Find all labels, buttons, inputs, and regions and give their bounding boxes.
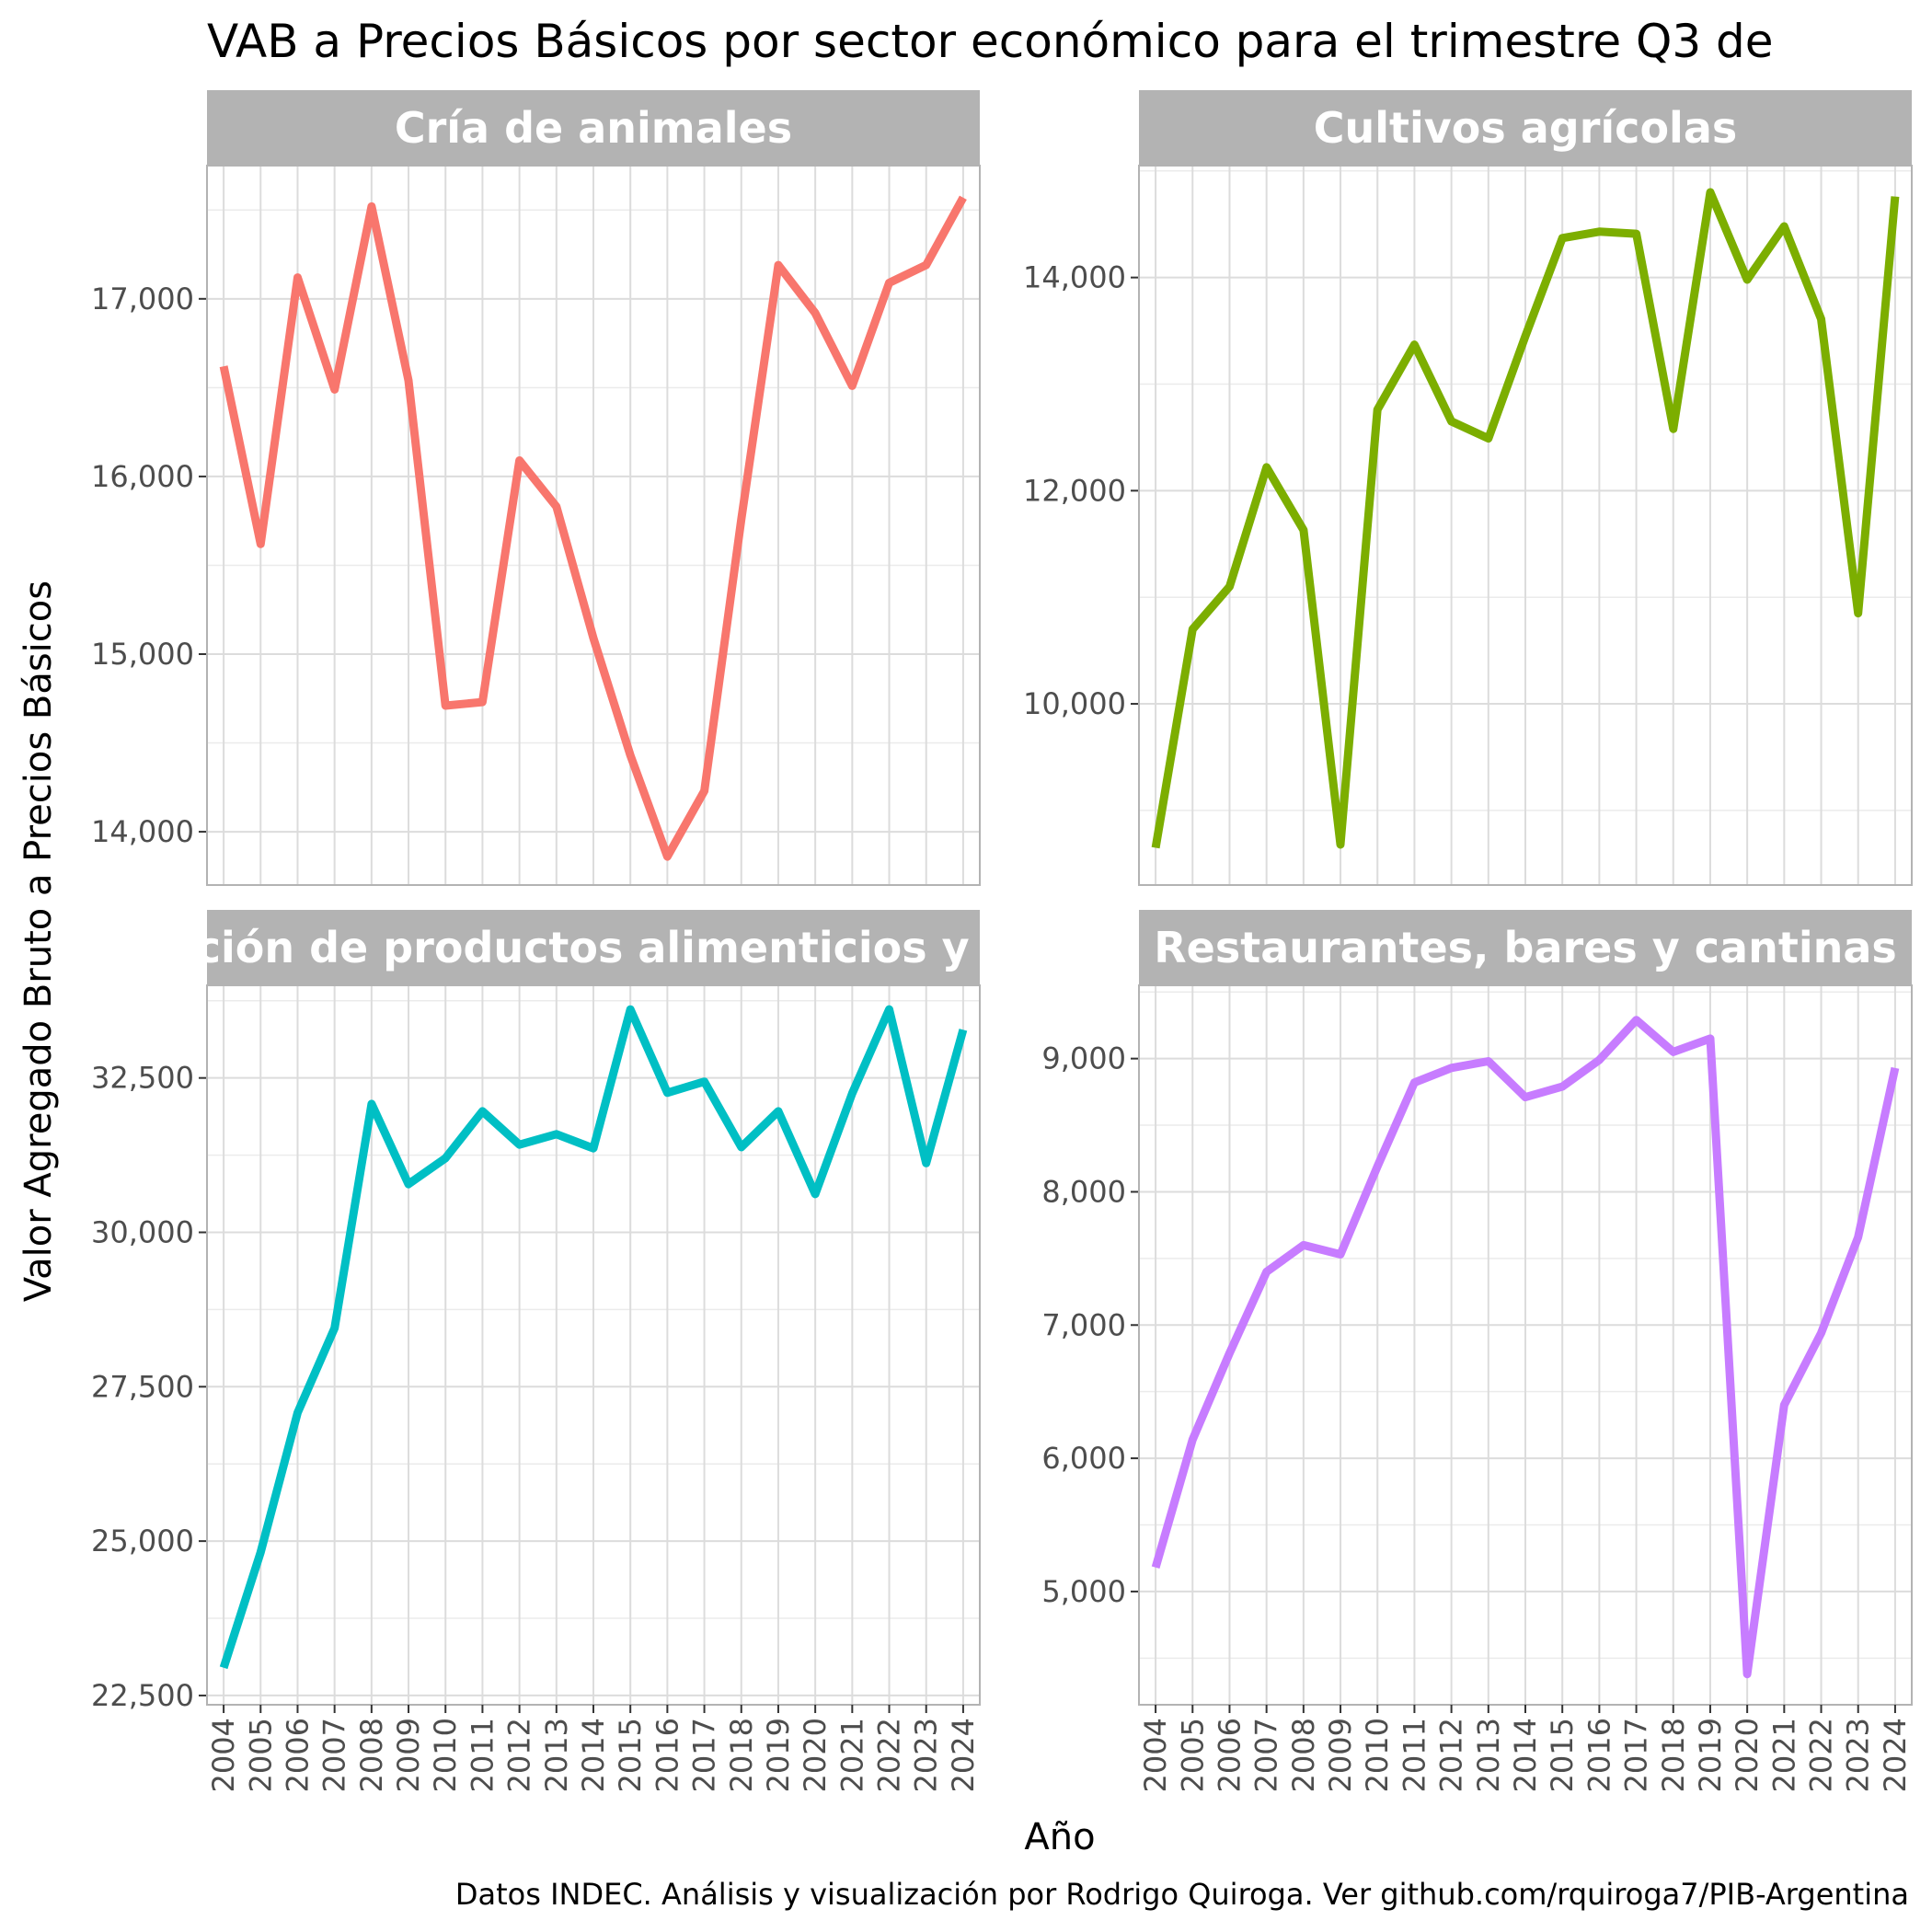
panel-border <box>1138 165 1913 886</box>
y-tick-label: 14,000 <box>91 814 194 849</box>
y-tick-label: 12,000 <box>1023 473 1126 508</box>
facet-strip <box>207 90 980 166</box>
series-line <box>219 1005 968 1670</box>
facet-strip-label: Restaurantes, bares y cantinas <box>1154 923 1897 972</box>
y-tick-label: 10,000 <box>1023 686 1126 721</box>
facet-strip <box>1139 90 1912 166</box>
x-tick-label: 2013 <box>539 1718 574 1792</box>
x-tick-label: 2006 <box>1212 1718 1247 1792</box>
x-tick-label: 2018 <box>724 1718 759 1792</box>
series-line <box>219 195 967 861</box>
x-tick-label: 2011 <box>1397 1718 1432 1792</box>
x-tick-label: 2008 <box>354 1718 389 1792</box>
y-tick-label: 14,000 <box>1023 260 1126 295</box>
facet-panel-2: Cultivos agrícolas 10,000 12,000 14,000 <box>1023 90 1913 886</box>
y-tick-label: 27,500 <box>91 1369 194 1404</box>
x-tick-label: 2005 <box>243 1718 278 1792</box>
y-tick-label: 32,500 <box>91 1061 194 1096</box>
x-tick-label: 2018 <box>1656 1718 1691 1792</box>
series-line <box>1151 1016 1900 1679</box>
x-tick-label: 2020 <box>1730 1718 1765 1792</box>
x-tick-label: 2013 <box>1471 1718 1506 1792</box>
x-tick-label: 2012 <box>502 1718 537 1792</box>
x-tick-label: 2022 <box>1804 1718 1839 1792</box>
x-axis-title: Año <box>1024 1816 1095 1858</box>
y-tick-label: 25,000 <box>91 1524 194 1558</box>
x-tick-label: 2009 <box>1323 1718 1358 1792</box>
y-tick-label: 9,000 <box>1041 1041 1126 1076</box>
x-tick-label: 2007 <box>317 1718 352 1792</box>
x-tick-label: 2015 <box>1545 1718 1580 1792</box>
x-tick-label: 2019 <box>1693 1718 1728 1792</box>
facet-strip-label: Cultivos agrícolas <box>1314 103 1738 153</box>
y-tick-label: 30,000 <box>91 1214 194 1249</box>
y-tick-label: 8,000 <box>1041 1174 1126 1209</box>
y-tick-label: 16,000 <box>91 459 194 494</box>
x-tick-label: 2016 <box>650 1718 684 1792</box>
x-tick-label: 2023 <box>1841 1718 1876 1792</box>
facet-panels: Cría de animales 14,000 15,000 16,000 17,000… <box>15 90 1913 1792</box>
x-tick-label: 2007 <box>1249 1718 1284 1792</box>
facet-panel-4: Restaurantes, bares y cantinas 5,000 6,000… <box>1041 910 1913 1792</box>
x-tick-label: 2009 <box>391 1718 426 1792</box>
x-tick-label: 2014 <box>576 1718 611 1792</box>
x-tick-label: 2022 <box>872 1718 907 1792</box>
y-tick-label: 7,000 <box>1041 1307 1126 1342</box>
x-tick-label: 2015 <box>613 1718 648 1792</box>
facet-panel-3: Elaboración de productos alimenticios y … <box>15 910 1172 1792</box>
x-tick-label: 2017 <box>687 1718 722 1792</box>
x-tick-label: 2017 <box>1619 1718 1654 1792</box>
y-tick-label: 6,000 <box>1041 1441 1126 1476</box>
x-tick-label: 2019 <box>761 1718 796 1792</box>
x-tick-label: 2024 <box>1878 1718 1913 1792</box>
facet-strip <box>207 910 980 985</box>
x-tick-label: 2005 <box>1175 1718 1210 1792</box>
x-tick-label: 2023 <box>909 1718 944 1792</box>
x-tick-label: 2006 <box>280 1718 315 1792</box>
facet-strip-label: Elaboración de productos alimenticios y … <box>15 923 1172 972</box>
x-tick-label: 2014 <box>1508 1718 1543 1792</box>
x-tick-label: 2024 <box>946 1718 981 1792</box>
chart-caption: Datos INDEC. Análisis y visualización po… <box>455 1877 1909 1912</box>
x-tick-label: 2004 <box>1138 1718 1173 1792</box>
x-tick-label: 2010 <box>1360 1718 1395 1792</box>
chart-title: VAB a Precios Básicos por sector económi… <box>207 15 1774 68</box>
facet-strip <box>1139 910 1912 985</box>
x-tick-label: 2004 <box>206 1718 241 1792</box>
x-tick-label: 2021 <box>834 1718 869 1792</box>
x-tick-label: 2012 <box>1434 1718 1469 1792</box>
x-tick-label: 2021 <box>1766 1718 1801 1792</box>
y-tick-label: 15,000 <box>91 637 194 672</box>
panel-border <box>206 165 981 886</box>
x-tick-label: 2016 <box>1581 1718 1616 1792</box>
y-tick-label: 22,500 <box>91 1678 194 1713</box>
y-tick-label: 5,000 <box>1041 1574 1126 1609</box>
facet-panel-1: Cría de animales 14,000 15,000 16,000 17,000 <box>91 90 981 886</box>
series-line <box>1151 188 1900 849</box>
x-tick-label: 2010 <box>428 1718 463 1792</box>
y-axis-title: Valor Agregado Bruto a Precios Básicos <box>17 581 60 1302</box>
x-tick-label: 2011 <box>465 1718 500 1792</box>
y-tick-label: 17,000 <box>91 282 194 316</box>
x-tick-label: 2020 <box>798 1718 833 1792</box>
facet-strip-label: Cría de animales <box>395 103 792 153</box>
x-tick-label: 2008 <box>1286 1718 1321 1792</box>
